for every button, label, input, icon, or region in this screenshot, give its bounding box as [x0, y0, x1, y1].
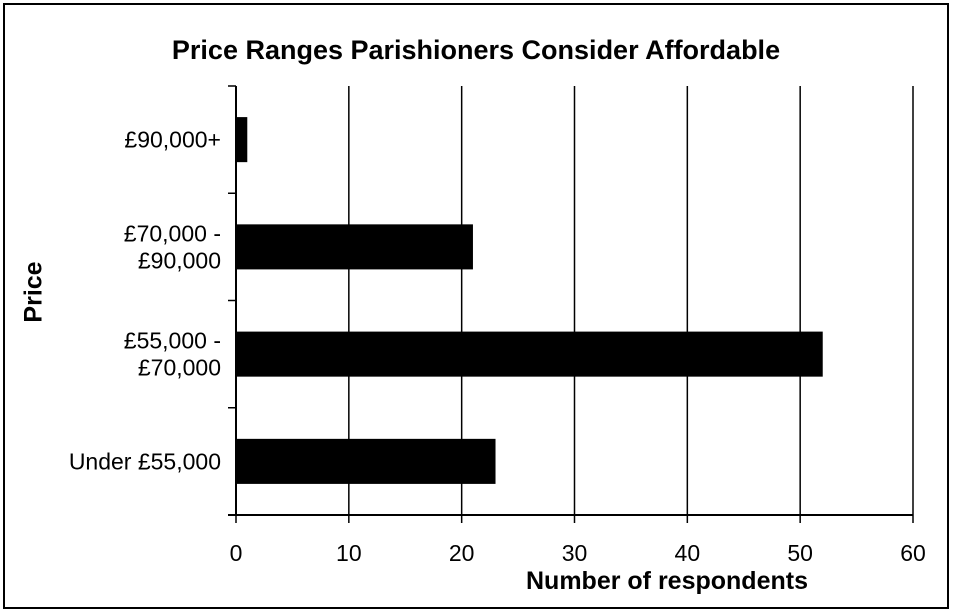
chart-frame: Price Ranges Parishioners Consider Affor… — [3, 3, 949, 609]
y-tick-label-line: £70,000 — [138, 355, 221, 381]
y-tick-label-line: £70,000 - — [124, 220, 221, 246]
x-axis-label: Number of respondents — [526, 567, 808, 595]
bar — [236, 117, 248, 163]
x-tick-label: 30 — [562, 540, 588, 566]
x-tick-label: 0 — [230, 540, 243, 566]
y-tick-label-line: Under £55,000 — [69, 448, 221, 474]
x-tick-label: 20 — [449, 540, 475, 566]
bar — [236, 331, 823, 377]
y-tick-label: Under £55,000 — [69, 448, 221, 474]
y-tick-label: £90,000+ — [124, 127, 221, 153]
y-tick-label: £55,000 -£70,000 — [124, 328, 221, 381]
x-tick-label: 10 — [336, 540, 362, 566]
x-tick-label: 50 — [787, 540, 813, 566]
x-tick-label: 40 — [675, 540, 701, 566]
y-tick-label-line: £90,000 — [138, 247, 221, 273]
x-tick-label: 60 — [900, 540, 926, 566]
y-tick-label-line: £55,000 - — [124, 328, 221, 354]
bar — [236, 438, 496, 484]
bar — [236, 224, 473, 270]
y-tick-label: £70,000 -£90,000 — [124, 220, 221, 273]
y-tick-label-line: £90,000+ — [124, 127, 221, 153]
chart-title: Price Ranges Parishioners Consider Affor… — [171, 35, 781, 65]
